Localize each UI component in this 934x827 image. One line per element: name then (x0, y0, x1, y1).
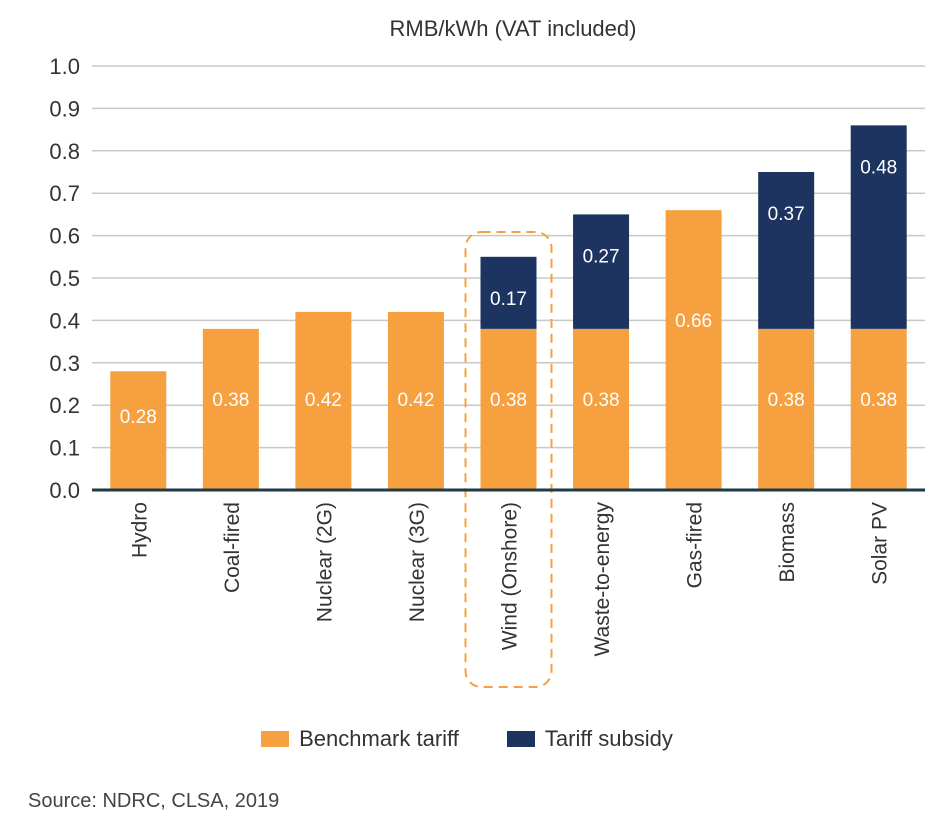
bar-benchmark-value-label: 0.38 (860, 390, 897, 411)
bar-benchmark-value-label: 0.38 (212, 390, 249, 411)
y-axis-unit-label: RMB/kWh (VAT included) (390, 16, 637, 41)
bar-subsidy (850, 125, 907, 329)
bar-benchmark-value-label: 0.38 (583, 390, 620, 411)
y-tick-label: 0.2 (49, 393, 80, 418)
bar-benchmark-value-label: 0.28 (120, 407, 157, 428)
legend-swatch-benchmark (261, 731, 290, 747)
bar-benchmark-value-label: 0.42 (397, 390, 434, 411)
bar-benchmark (573, 328, 630, 490)
y-tick-label: 0.8 (49, 139, 80, 164)
bar-subsidy-value-label: 0.17 (490, 289, 527, 310)
bar-subsidy-value-label: 0.37 (768, 204, 805, 225)
x-category-label: Wind (Onshore) (499, 502, 522, 650)
bar-benchmark (758, 328, 815, 490)
bar-subsidy (480, 256, 537, 329)
highlight-box (464, 231, 553, 688)
y-tick-label: 0.9 (49, 96, 80, 121)
bar-subsidy (573, 214, 630, 329)
x-category-label: Nuclear (2G) (313, 502, 336, 622)
bar-benchmark-value-label: 0.66 (675, 311, 712, 332)
x-category-label: Waste-to-energy (591, 502, 614, 657)
source-note: Source: NDRC, CLSA, 2019 (28, 790, 280, 812)
legend: Benchmark tariff Tariff subsidy (0, 726, 934, 752)
legend-label-subsidy: Tariff subsidy (544, 726, 673, 751)
x-category-label: Biomass (776, 502, 799, 583)
bar-benchmark-value-label: 0.42 (305, 390, 342, 411)
chart: RMB/kWh (VAT included) 0.0 0.1 0.2 0.3 0.4 0.5… (49, 16, 925, 688)
bar-benchmark (665, 210, 722, 490)
bar-benchmark-value-label: 0.38 (768, 390, 805, 411)
legend-item-benchmark: Benchmark tariff (261, 726, 459, 752)
x-category-label: Coal-fired (221, 502, 244, 593)
bar-benchmark (110, 371, 167, 490)
x-category-label: Gas-fired (684, 502, 707, 588)
bar-subsidy (758, 172, 815, 329)
bar-benchmark (387, 311, 444, 490)
legend-item-subsidy: Tariff subsidy (506, 726, 673, 752)
bar-benchmark-value-label: 0.38 (490, 390, 527, 411)
y-tick-label: 0.0 (49, 478, 80, 503)
bar-benchmark (850, 328, 907, 490)
y-tick-label: 0.6 (49, 224, 80, 249)
y-tick-label: 0.3 (49, 351, 80, 376)
y-tick-label: 0.5 (49, 266, 80, 291)
legend-swatch-subsidy (506, 731, 535, 747)
bar-benchmark (480, 328, 537, 490)
bar-subsidy-value-label: 0.27 (583, 246, 620, 267)
legend-label-benchmark: Benchmark tariff (299, 726, 459, 751)
bar-benchmark (295, 311, 352, 490)
x-category-label: Nuclear (3G) (406, 502, 429, 622)
y-tick-label: 0.7 (49, 181, 80, 206)
x-category-label: Solar PV (869, 502, 892, 585)
y-tick-label: 1.0 (49, 54, 80, 79)
y-tick-label: 0.4 (49, 308, 80, 333)
bar-benchmark (202, 328, 259, 490)
x-category-label: Hydro (128, 502, 151, 558)
bar-subsidy-value-label: 0.48 (860, 157, 897, 178)
y-tick-label: 0.1 (49, 436, 80, 461)
